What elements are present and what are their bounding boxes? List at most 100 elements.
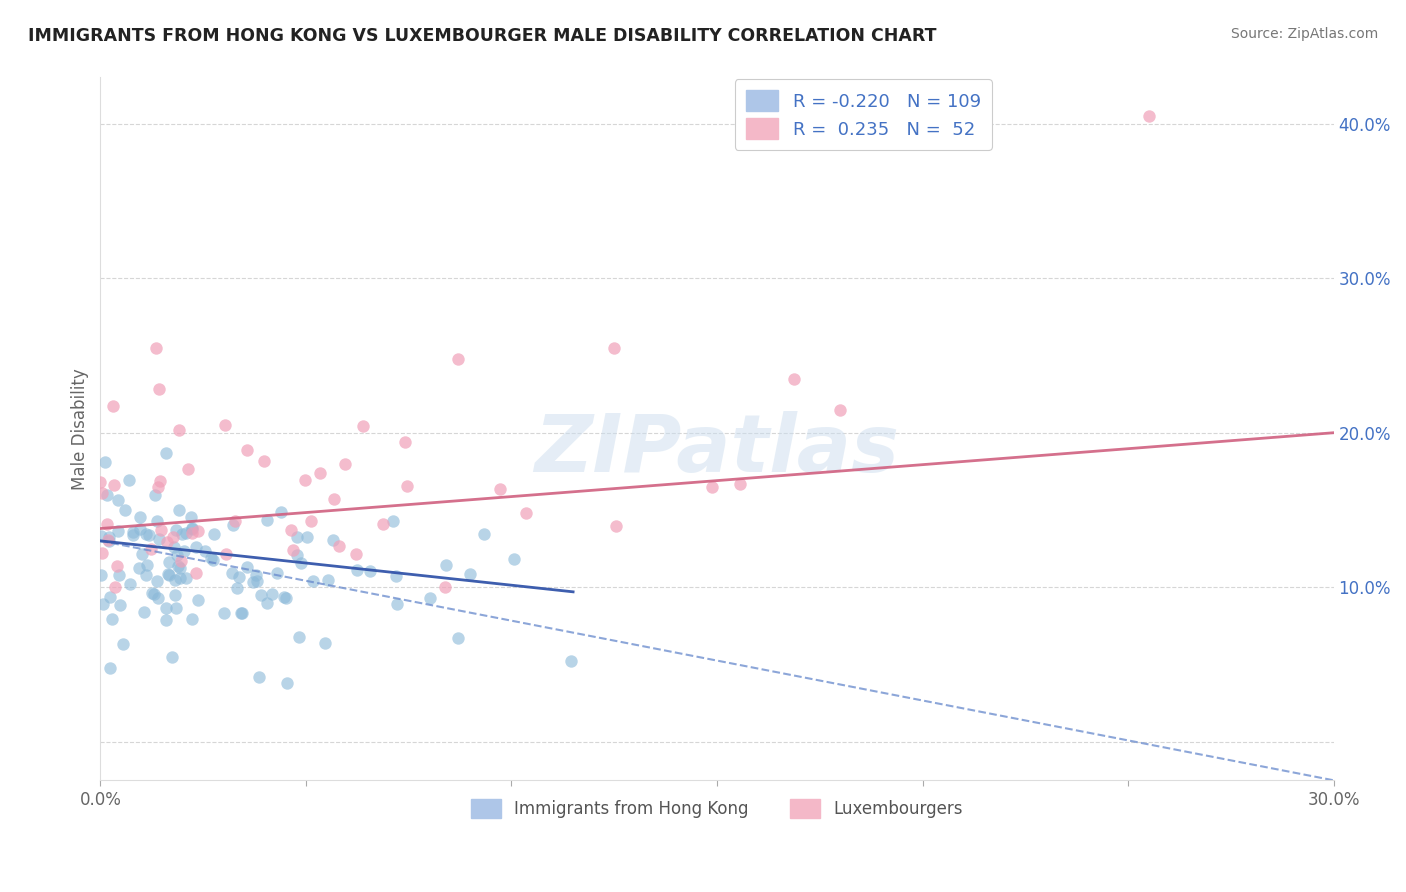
Point bbox=[98, 660, 121, 674]
Point bbox=[359, 564, 381, 578]
Point bbox=[283, 543, 305, 558]
Point bbox=[149, 474, 172, 488]
Point bbox=[104, 580, 127, 594]
Point bbox=[702, 480, 724, 494]
Point bbox=[187, 592, 209, 607]
Point bbox=[101, 612, 124, 626]
Point bbox=[96, 517, 118, 532]
Point bbox=[135, 527, 157, 541]
Point bbox=[235, 443, 257, 458]
Point bbox=[167, 559, 190, 574]
Point bbox=[783, 372, 806, 386]
Point bbox=[224, 514, 246, 528]
Point bbox=[256, 513, 278, 527]
Point bbox=[371, 517, 394, 532]
Point bbox=[346, 564, 368, 578]
Point bbox=[166, 549, 188, 563]
Point bbox=[163, 588, 186, 602]
Point bbox=[180, 612, 202, 626]
Point bbox=[502, 552, 524, 566]
Point bbox=[294, 473, 316, 487]
Point bbox=[163, 540, 186, 554]
Point bbox=[309, 466, 332, 480]
Point bbox=[266, 566, 288, 580]
Point bbox=[94, 455, 117, 469]
Point bbox=[174, 571, 197, 585]
Point bbox=[146, 480, 169, 494]
Point bbox=[246, 574, 269, 588]
Point bbox=[134, 605, 156, 619]
Point bbox=[105, 559, 128, 574]
Point bbox=[98, 591, 121, 605]
Point bbox=[145, 341, 167, 355]
Point bbox=[166, 523, 188, 537]
Point bbox=[91, 486, 114, 500]
Point bbox=[202, 527, 225, 541]
Point bbox=[222, 518, 245, 533]
Point bbox=[121, 528, 143, 542]
Point bbox=[285, 548, 308, 562]
Point bbox=[245, 568, 267, 582]
Point bbox=[169, 571, 191, 585]
Point bbox=[214, 607, 236, 621]
Point bbox=[96, 488, 118, 502]
Point bbox=[229, 607, 252, 621]
Point bbox=[108, 599, 131, 613]
Point bbox=[603, 342, 626, 356]
Point bbox=[328, 539, 350, 553]
Point bbox=[333, 458, 356, 472]
Point bbox=[129, 509, 152, 524]
Point bbox=[157, 555, 180, 569]
Point bbox=[148, 532, 170, 546]
Point bbox=[242, 575, 264, 590]
Point bbox=[256, 596, 278, 610]
Point bbox=[323, 492, 346, 507]
Point bbox=[155, 601, 177, 615]
Point bbox=[162, 530, 184, 544]
Point bbox=[472, 527, 495, 541]
Point bbox=[150, 523, 173, 537]
Point bbox=[139, 542, 162, 557]
Point bbox=[381, 514, 404, 528]
Point bbox=[118, 577, 141, 591]
Point bbox=[385, 597, 408, 611]
Point bbox=[180, 526, 202, 541]
Point bbox=[396, 479, 419, 493]
Point bbox=[181, 522, 204, 536]
Point bbox=[419, 591, 441, 605]
Point bbox=[148, 382, 170, 396]
Point bbox=[605, 518, 627, 533]
Point bbox=[276, 676, 298, 690]
Point bbox=[107, 524, 129, 538]
Point bbox=[285, 530, 308, 544]
Point bbox=[97, 533, 120, 548]
Point bbox=[316, 573, 339, 587]
Point bbox=[295, 530, 318, 544]
Point bbox=[253, 454, 276, 468]
Point bbox=[117, 473, 139, 487]
Point bbox=[515, 506, 537, 520]
Point bbox=[97, 530, 120, 544]
Point bbox=[91, 546, 114, 560]
Point bbox=[146, 574, 169, 588]
Point bbox=[146, 591, 169, 606]
Point bbox=[301, 574, 323, 589]
Point bbox=[1137, 109, 1160, 123]
Point bbox=[194, 544, 217, 558]
Point bbox=[170, 554, 193, 568]
Point bbox=[135, 567, 157, 582]
Point bbox=[274, 591, 297, 606]
Point bbox=[231, 607, 253, 621]
Point bbox=[214, 417, 236, 432]
Point bbox=[184, 540, 207, 554]
Point bbox=[344, 548, 367, 562]
Point bbox=[314, 635, 336, 649]
Text: Source: ZipAtlas.com: Source: ZipAtlas.com bbox=[1230, 27, 1378, 41]
Point bbox=[202, 553, 225, 567]
Point bbox=[236, 560, 259, 574]
Point bbox=[200, 551, 222, 566]
Point bbox=[131, 547, 153, 561]
Point bbox=[447, 631, 470, 645]
Point bbox=[180, 510, 202, 524]
Point bbox=[129, 522, 152, 536]
